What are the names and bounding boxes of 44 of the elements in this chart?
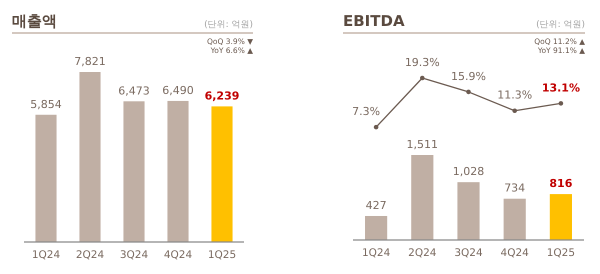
data-label: 6,490 xyxy=(162,84,194,97)
point xyxy=(558,101,564,106)
data-label: 19.3% xyxy=(404,56,440,69)
bar xyxy=(35,114,57,242)
chart-title: EBITDA xyxy=(343,12,405,30)
chart-title: 매출액 xyxy=(12,12,57,30)
data-label: 11.3% xyxy=(497,88,532,102)
point xyxy=(466,90,471,94)
data-label: 734 xyxy=(504,182,526,195)
data-label: 6,239 xyxy=(204,89,240,102)
x-tick-label: 2Q24 xyxy=(408,247,437,259)
text: (단위: 억원) xyxy=(204,20,253,30)
bar xyxy=(504,198,526,240)
x-tick-label: 2Q24 xyxy=(76,249,104,261)
data-label: 15.9% xyxy=(451,70,486,83)
bar xyxy=(365,216,388,240)
bar xyxy=(123,101,145,242)
data-label: 13.1% xyxy=(542,81,580,94)
data-label: 5,854 xyxy=(30,98,62,111)
x-tick-label: 1Q25 xyxy=(546,247,576,259)
bar xyxy=(457,182,480,240)
data-label: 427 xyxy=(366,198,387,212)
data-label: 816 xyxy=(549,177,573,190)
data-label: 6,473 xyxy=(118,84,150,98)
data-label: 7,821 xyxy=(74,55,106,68)
x-tick-label: 1Q24 xyxy=(32,249,60,261)
data-label: 7.3% xyxy=(352,105,380,118)
x-tick-label: 1Q24 xyxy=(362,247,391,259)
text: (단위: 억원) xyxy=(536,20,585,30)
bar xyxy=(79,72,101,242)
data-label: 1,028 xyxy=(452,165,484,178)
x-tick-label: 4Q24 xyxy=(164,249,192,261)
x-tick-label: 3Q24 xyxy=(454,247,483,259)
bar xyxy=(411,155,434,240)
bar xyxy=(211,106,233,242)
data-label: 1,511 xyxy=(406,138,438,151)
x-tick-label: 4Q24 xyxy=(500,247,530,259)
point xyxy=(512,108,517,114)
bar xyxy=(167,100,189,242)
bar xyxy=(550,194,572,240)
point xyxy=(374,124,378,130)
point xyxy=(420,76,425,80)
x-tick-label: 3Q24 xyxy=(120,249,148,261)
x-tick-label: 1Q25 xyxy=(208,249,236,261)
